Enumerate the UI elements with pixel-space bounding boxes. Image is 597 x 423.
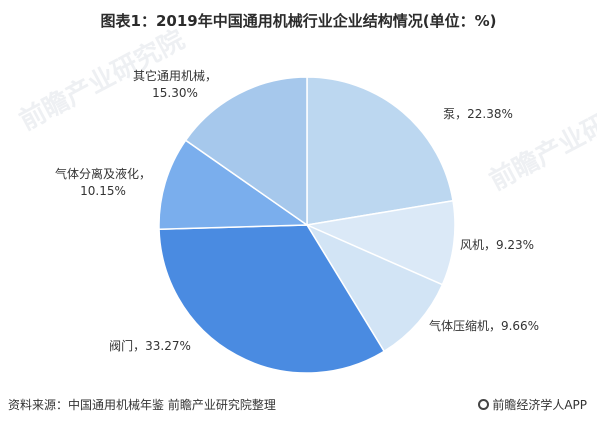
slice-label-0: 泵，22.38%: [443, 107, 513, 121]
slice-label-1: 风机，9.23%: [460, 238, 534, 252]
pie-slice-1: [304, 199, 456, 286]
slice-label-2: 气体压缩机，9.66%: [429, 318, 539, 333]
pie-slice-0: [306, 76, 454, 226]
pie-slice-3: [158, 224, 386, 374]
source-note: 资料来源：中国通用机械年鉴 前瞻产业研究院整理: [8, 398, 276, 412]
pie-slice-5: [184, 76, 308, 227]
footer: 资料来源：中国通用机械年鉴 前瞻产业研究院整理 前瞻经济学人APP: [0, 393, 597, 417]
pie-slice-4: [158, 139, 310, 230]
chart-title: 图表1：2019年中国通用机械行业企业结构情况(单位：%): [100, 12, 497, 30]
brand-label: 前瞻经济学人APP: [492, 398, 587, 412]
slice-label-5: 其它通用机械， 15.30%: [133, 68, 217, 100]
pie-slice-2: [305, 223, 444, 353]
brand-logo-icon: [478, 399, 490, 410]
slice-label-3: 阀门，33.27%: [109, 338, 191, 353]
brand: 前瞻经济学人APP: [478, 396, 587, 413]
slice-label-4: 气体分离及液化， 10.15%: [55, 166, 151, 198]
